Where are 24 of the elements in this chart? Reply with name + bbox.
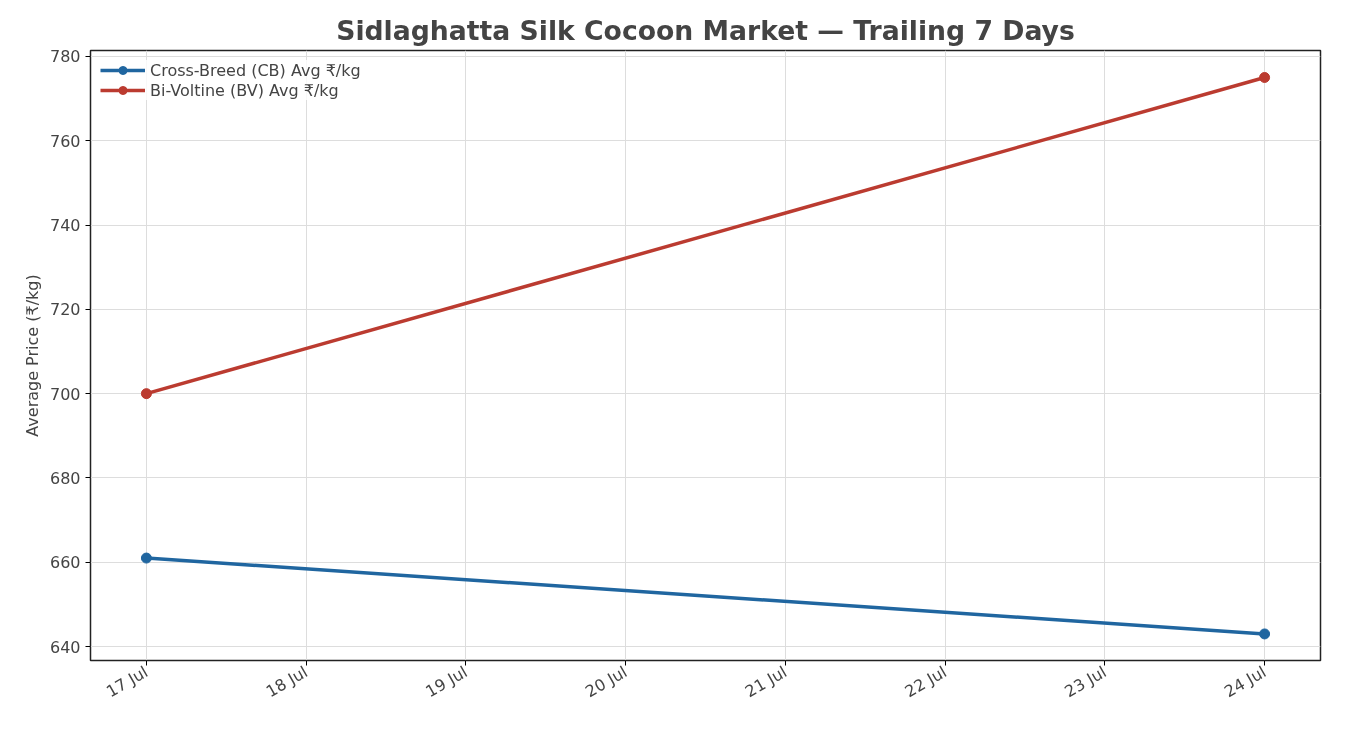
y-tick-label: 780 — [49, 47, 81, 67]
y-tick-label: 760 — [49, 131, 81, 151]
x-tick-label: 20 Jul — [582, 662, 631, 702]
y-tick-label: 640 — [49, 637, 81, 657]
legend-label: Bi-Voltine (BV) Avg ₹/kg — [150, 80, 339, 100]
y-tick-label: 660 — [49, 553, 81, 573]
point — [140, 552, 152, 564]
point — [140, 388, 152, 400]
legend-label: Cross-Breed (CB) Avg ₹/kg — [150, 60, 361, 80]
x-tick-label: 19 Jul — [422, 662, 471, 702]
point — [1259, 71, 1271, 83]
y-tick-label: 680 — [49, 468, 81, 488]
x-tick-label: 21 Jul — [741, 662, 791, 702]
x-tick-label: 17 Jul — [102, 662, 152, 702]
point — [1259, 628, 1271, 640]
x-tick-label: 23 Jul — [1061, 662, 1110, 702]
y-tick-label: 740 — [49, 216, 81, 236]
y-tick-label: 720 — [49, 300, 81, 320]
x-tick-label: 24 Jul — [1221, 662, 1270, 702]
y-axis-title: Average Price (₹/kg) — [22, 274, 42, 437]
x-tick-label: 18 Jul — [262, 662, 311, 702]
x-tick-label: 22 Jul — [901, 662, 950, 702]
y-tick-label: 700 — [49, 384, 81, 404]
chart-title: Sidlaghatta Silk Cocoon Market — Trailing 7 Days — [336, 14, 1075, 46]
